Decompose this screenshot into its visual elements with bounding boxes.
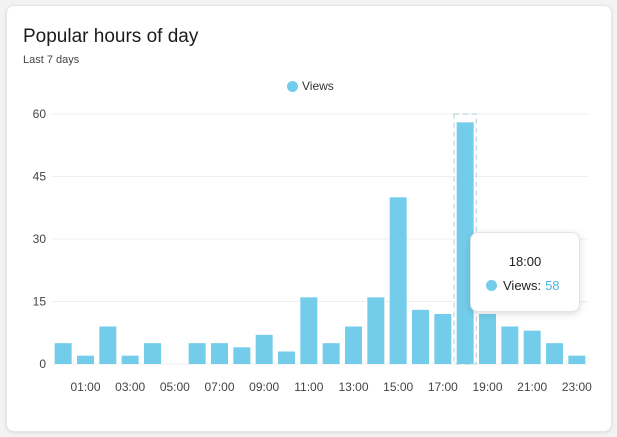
bar-1500[interactable] [389, 197, 407, 364]
chart-subtitle: Last 7 days [23, 54, 80, 66]
y-tick-label: 30 [33, 232, 47, 246]
tooltip-title: 18:00 [508, 254, 542, 269]
x-tick-label: 21:00 [517, 380, 547, 394]
bar-1600[interactable] [412, 309, 429, 364]
y-tick-label: 60 [33, 107, 47, 121]
x-tick-label: 23:00 [562, 380, 592, 394]
y-tick-label: 45 [33, 170, 47, 184]
bar-1400[interactable] [367, 297, 385, 364]
x-tick-label: 07:00 [204, 380, 234, 394]
bar-1800[interactable] [456, 122, 474, 364]
x-tick-label: 13:00 [338, 380, 368, 394]
tooltip-value: 58 [545, 278, 560, 293]
x-tick-label: 03:00 [115, 380, 145, 394]
tooltip-dot-icon [486, 280, 497, 291]
bar-0300[interactable] [121, 355, 139, 364]
bar-0600[interactable] [188, 343, 206, 364]
chart-title: Popular hours of day [23, 26, 199, 47]
bar-0900[interactable] [255, 334, 273, 364]
bar-1200[interactable] [322, 343, 340, 364]
x-tick-label: 09:00 [249, 380, 279, 394]
chart-legend[interactable]: Views [287, 79, 334, 93]
bar-2200[interactable] [546, 343, 563, 364]
x-tick-label: 19:00 [472, 380, 502, 394]
bar-0700[interactable] [211, 343, 228, 364]
bar-2100[interactable] [523, 330, 541, 364]
bar-1300[interactable] [345, 326, 362, 365]
bar-0400[interactable] [144, 343, 161, 364]
chart-tooltip: 18:00 Views: 58 [470, 232, 580, 312]
bar-0000[interactable] [54, 343, 72, 364]
bar-1900[interactable] [479, 314, 496, 364]
bar-2000[interactable] [501, 326, 519, 365]
legend-label-views: Views [302, 79, 334, 93]
bar-1700[interactable] [434, 314, 452, 364]
x-tick-label: 01:00 [70, 380, 100, 394]
x-tick-label: 05:00 [160, 380, 190, 394]
x-tick-label: 15:00 [383, 380, 413, 394]
bar-1000[interactable] [278, 351, 295, 365]
tooltip-series-label: Views: [503, 278, 542, 293]
x-tick-label: 17:00 [428, 380, 458, 394]
bar-0200[interactable] [99, 326, 117, 365]
tooltip-row: Views: 58 [486, 278, 560, 293]
y-tick-label: 0 [39, 357, 46, 371]
x-tick-label: 11:00 [294, 380, 323, 394]
bar-0100[interactable] [77, 355, 94, 364]
legend-dot-icon [287, 80, 298, 92]
bar-2300[interactable] [568, 355, 586, 364]
bar-0800[interactable] [233, 347, 251, 364]
y-tick-label: 15 [33, 295, 47, 309]
bar-1100[interactable] [300, 297, 318, 364]
